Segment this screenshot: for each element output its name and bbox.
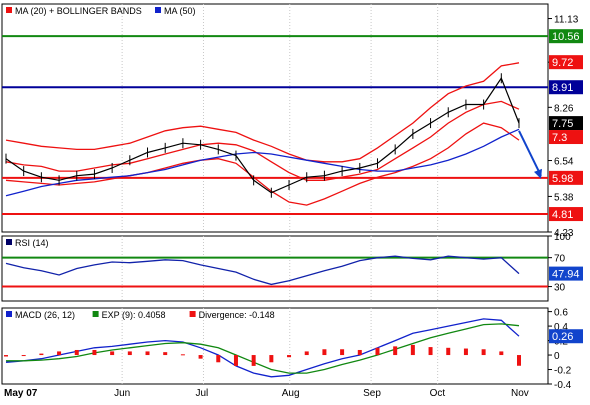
price-hline-label: 8.91 <box>552 82 573 94</box>
divergence-bar <box>251 355 256 366</box>
macd-series-exp-9 <box>6 323 520 374</box>
x-axis-month-label: May 07 <box>4 388 38 399</box>
rsi-legend-swatch <box>6 239 12 245</box>
macd-legend-label: Divergence: -0.148 <box>199 310 275 320</box>
rsi-y-tick-label: 30 <box>554 283 566 294</box>
price-hline-tag <box>549 170 583 185</box>
price-series-ma-20 <box>5 100 520 181</box>
divergence-bar <box>428 347 433 356</box>
divergence-bar <box>74 349 79 356</box>
price-value-tag <box>549 55 583 70</box>
divergence-bar <box>463 348 468 356</box>
price-y-tick-label: 11.13 <box>554 15 579 26</box>
x-axis-month-label: Jun <box>114 388 130 399</box>
macd-y-tick-label: 0 <box>554 351 560 362</box>
price-legend-swatch <box>155 7 161 13</box>
divergence-bar <box>481 349 486 356</box>
divergence-bar <box>21 355 26 357</box>
macd-y-tick-label: 0.4 <box>554 322 568 333</box>
divergence-bar <box>92 349 97 356</box>
macd-legend-swatch <box>6 311 12 317</box>
price-series-upper-band <box>5 62 520 163</box>
price-hline-label: 10.56 <box>552 31 580 43</box>
divergence-bar <box>127 351 132 356</box>
divergence-bar <box>216 355 221 363</box>
x-axis-month-label: Aug <box>282 388 300 399</box>
rsi-y-tick-label: 100 <box>554 232 571 243</box>
rsi-panel-frame <box>1 235 549 302</box>
divergence-bar <box>163 352 168 356</box>
projection-arrow <box>518 130 542 177</box>
price-y-tick-label: 6.54 <box>554 157 574 168</box>
rsi-series-rsi-14 <box>5 255 520 286</box>
macd-legend-swatch <box>92 311 99 317</box>
price-series-ma-50 <box>5 128 520 197</box>
x-axis-month-label: Oct <box>430 388 446 399</box>
macd-value-tag <box>549 329 583 344</box>
divergence-bar <box>446 347 451 356</box>
divergence-bar <box>110 351 115 356</box>
macd-value-tag-label: 0.26 <box>552 331 573 343</box>
price-value-tag <box>549 130 583 145</box>
price-legend-label: MA (50) <box>164 6 196 16</box>
price-value-tag-label: 7.3 <box>552 132 567 144</box>
divergence-bar <box>517 355 521 366</box>
divergence-bar <box>393 346 398 356</box>
price-value-tag-label: 7.75 <box>552 118 573 130</box>
divergence-bar <box>180 354 185 356</box>
macd-legend-label: MACD (26, 12) <box>15 310 75 320</box>
macd-y-tick-label: 0.6 <box>554 308 568 319</box>
price-value-tag <box>549 116 583 131</box>
macd-series-macd-26-12 <box>5 318 520 378</box>
macd-y-tick-label: -0.2 <box>554 366 572 377</box>
price-hline-tag <box>549 80 583 95</box>
divergence-bar <box>198 355 203 359</box>
divergence-bar <box>357 349 362 356</box>
divergence-bar <box>39 353 44 356</box>
rsi-value-tag-label: 47.94 <box>552 269 580 281</box>
price-series-price <box>5 76 520 194</box>
macd-legend-swatch <box>189 311 196 317</box>
divergence-bar <box>4 355 8 357</box>
price-hline-tag <box>549 29 583 44</box>
divergence-bar <box>499 351 504 356</box>
rsi-y-tick-label: 70 <box>554 254 566 265</box>
price-legend-swatch <box>6 7 12 13</box>
divergence-bar <box>57 351 62 356</box>
divergence-bar <box>410 344 415 356</box>
projection-arrowhead <box>534 168 542 179</box>
macd-y-tick-label: -0.4 <box>554 380 572 391</box>
price-value-tag-label: 9.72 <box>552 57 573 69</box>
divergence-bar <box>340 349 345 356</box>
divergence-bar <box>269 355 274 363</box>
rsi-legend-label: RSI (14) <box>15 238 49 248</box>
price-legend-label: MA (20) + BOLLINGER BANDS <box>15 6 142 16</box>
x-axis-month-label: Sep <box>363 388 381 399</box>
x-axis-month-label: Nov <box>511 388 529 399</box>
divergence-bar <box>304 351 309 356</box>
price-y-tick-label: 8.26 <box>554 103 574 114</box>
price-series-lower-band <box>5 122 520 206</box>
x-axis-month-label: Jul <box>195 388 208 399</box>
divergence-bar <box>287 355 292 358</box>
divergence-bar <box>322 349 327 356</box>
macd-legend-label: EXP (9): 0.4058 <box>102 310 166 320</box>
price-hline-tag <box>549 207 583 222</box>
price-y-tick-label: 5.38 <box>554 192 574 203</box>
divergence-bar <box>145 351 150 356</box>
price-hline-label: 4.81 <box>552 209 573 221</box>
divergence-bar <box>375 347 380 356</box>
rsi-value-tag <box>549 266 583 281</box>
divergence-bar <box>233 355 238 366</box>
price-panel-frame <box>1 3 549 233</box>
price-hline-label: 5.98 <box>552 173 573 185</box>
price-y-tick-label: 4.23 <box>554 228 574 239</box>
macd-panel-frame <box>1 307 549 385</box>
